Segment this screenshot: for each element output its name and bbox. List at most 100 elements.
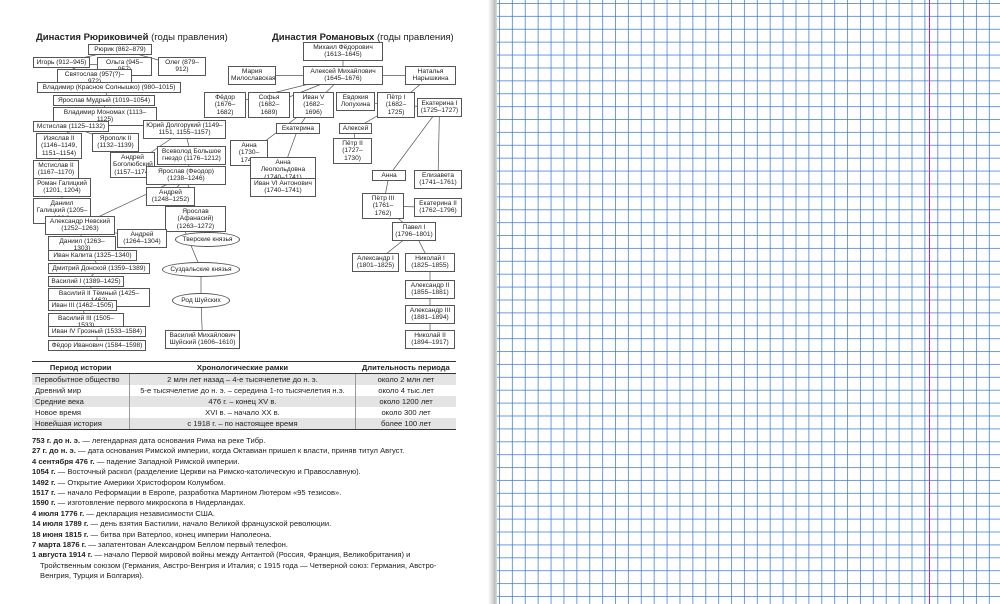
lineage-oval: Тверские князья [175, 232, 240, 248]
event: 7 марта 1876 г. — запатентован Александр… [32, 540, 462, 550]
table-cell: 476 г. – конец XV в. [128, 396, 356, 407]
person-box: Василий I (1389–1425) [48, 276, 124, 288]
person-box: Иван Калита (1325–1340) [48, 250, 137, 262]
person-box: Андрей (1248–1252) [146, 187, 195, 206]
person-box: Фёдор (1676–1682) [204, 92, 246, 119]
event-text: — легендарная дата основания Рима на рек… [82, 436, 266, 445]
column-header: Длительность периода [355, 361, 456, 374]
column-header: Хронологические рамки [129, 361, 356, 374]
person-box: Иван IV Грозный (1533–1584) [48, 326, 146, 338]
event-date: 1492 г. [32, 477, 56, 487]
person-box: Роман Галицкий (1201, 1204) [33, 178, 91, 197]
event: 1492 г. — Открытие Америки Христофором К… [32, 478, 462, 488]
person-box: Екатерина [276, 123, 320, 135]
title-bold: Династия Рюриковичей [36, 32, 149, 43]
event: 1054 г. — Восточный раскол (разделение Ц… [32, 467, 462, 477]
periods-table: Период истории Хронологические рамки Длите… [32, 361, 456, 430]
person-box: Юрий Долгорукий (1149–1151, 1155–1157) [143, 120, 226, 139]
person-box: Рюрик (862–879) [88, 44, 152, 56]
event-date: 1590 г. [32, 498, 56, 508]
title-bold: Династия Романовых [272, 32, 375, 43]
event-text: — запатентован Александром Беллом первый… [88, 540, 288, 550]
person-box: Александр Невский (1252–1263) [45, 216, 115, 235]
event-text: — дата основания Римской империи, когда … [77, 446, 405, 456]
person-box: Иван III (1462–1505) [48, 300, 117, 312]
table-row: Древний мир 5-е тысячелетие до н. э. – се… [32, 385, 456, 396]
person-box: Пётр III (1761–1762) [362, 193, 404, 220]
event-date: 1054 г. [32, 467, 56, 477]
table-header: Период истории Хронологические рамки Длите… [32, 361, 456, 374]
table-cell: около 300 лет [355, 407, 456, 418]
table-body: Первобытное общество 2 млн лет назад – 4-… [32, 373, 456, 430]
person-box: Пётр I (1682–1725) [377, 92, 415, 119]
event-text: — начало Первой мировой войны между Анта… [40, 550, 437, 581]
event: 1517 г. — начало Реформации в Европе, ра… [32, 488, 462, 498]
title-rest: (годы правления) [376, 32, 454, 43]
event-date: 4 июля 1776 г. [32, 508, 85, 518]
person-box: Мария Милославская [228, 66, 276, 85]
person-box: Софья (1682–1689) [248, 92, 290, 119]
event: 1 августа 1914 г. — начало Первой мирово… [32, 550, 462, 581]
person-box: Василий Михайлович Шуйский (1606–1610) [165, 330, 240, 349]
person-box: Елизавета (1741–1761) [414, 170, 462, 189]
person-box: Андрей (1264–1304) [117, 229, 167, 248]
table-cell: 2 млн лет назад – 4-е тысячелетие до н. … [128, 373, 356, 385]
grid-page [497, 0, 1000, 604]
person-box: Ярослав Мудрый (1019–1054) [53, 95, 155, 107]
event: 27 г. до н. э. — дата основания Римской … [32, 446, 462, 456]
person-box: Александр II (1855–1881) [405, 280, 455, 299]
tree-link [437, 107, 440, 180]
person-box: Мстислав (1125–1132) [33, 121, 109, 133]
person-box: Александр III (1881–1894) [405, 305, 455, 324]
event-text: — Восточный раскол (разделение Церкви на… [57, 467, 361, 477]
event-date: 7 марта 1876 г. [32, 540, 87, 550]
events-list: 753 г. до н. э. — легендарная дата основ… [32, 436, 462, 582]
person-box: Павел I (1796–1801) [392, 222, 436, 241]
event-text: — Открытие Америки Христофором Колумбом. [57, 477, 226, 487]
person-box: Михаил Фёдорович (1613–1645) [303, 42, 383, 61]
table-cell: Новое время [35, 408, 82, 417]
person-box: Олег (879–912) [158, 57, 206, 76]
table-cell: Новейшая история [32, 418, 130, 430]
person-box: Екатерина I (1725–1727) [417, 98, 462, 117]
margin-line [929, 0, 930, 604]
event-date: 18 июня 1815 г. [32, 529, 89, 539]
person-box: Ярослав (Феодор) (1238–1246) [146, 166, 226, 185]
person-box: Николай II (1894–1917) [405, 330, 455, 349]
table-cell: с 1918 г. – по настоящее время [128, 418, 356, 430]
rurik-title: Династия Рюриковичей (годы правления) [36, 32, 228, 43]
person-box: Иван V (1682–1696) [293, 92, 334, 119]
left-page: Династия Рюриковичей (годы правления) Ди… [0, 0, 492, 604]
lineage-oval: Род Шуйских [172, 293, 230, 309]
person-box: Ярополк II (1132–1139) [92, 133, 139, 152]
person-box: Мстислав II (1167–1170) [33, 160, 79, 179]
person-box: Николай I (1825–1855) [405, 253, 455, 272]
table-row: Новое время XVI в. – начало XX в. около 30… [32, 407, 456, 418]
table-cell: Первобытное общество [32, 373, 130, 385]
person-box: Иван VI Антонович (1740–1741) [250, 178, 316, 197]
person-box: Пётр II (1727–1730) [333, 138, 372, 165]
event-text: — изготовление первого микроскопа в Ниде… [57, 498, 246, 508]
person-box: Андрей Боголюбский (1157–1174) [110, 152, 155, 179]
event-date: 4 сентября 476 г. [32, 456, 95, 466]
event-date: 14 июля 1789 г. [32, 519, 89, 529]
table-cell: около 1200 лет [355, 396, 456, 407]
person-box: Владимир (Красное Солнышко) (980–1015) [37, 82, 181, 94]
event-date: 753 г. до н. э. [32, 436, 81, 445]
title-rest: (годы правления) [151, 32, 228, 43]
table-row: Новейшая история с 1918 г. – по настоящее… [32, 418, 456, 430]
person-box: Всеволод Большое гнездо (1176–1212) [157, 146, 226, 165]
table-cell: около 2 млн лет [355, 373, 456, 385]
event: 14 июля 1789 г. — день взятия Бастилии, … [32, 519, 462, 529]
person-box: Фёдор Иванович (1584–1598) [48, 340, 146, 352]
person-box: Дмитрий Донской (1359–1389) [48, 263, 150, 275]
person-box: Анна [372, 170, 406, 182]
person-box: Ярослав (Афанасий) (1263–1272) [165, 206, 226, 233]
event-text: — день взятия Бастилии, начало Великой ф… [90, 519, 332, 529]
event-text: — декларация независимости США. [86, 508, 215, 518]
table-cell: Древний мир [35, 386, 82, 395]
person-box: Наталья Нарышкина [405, 66, 456, 85]
person-box: Александр I (1801–1825) [352, 253, 399, 272]
event: 18 июня 1815 г. — битва при Ватерлоо, ко… [32, 530, 462, 540]
